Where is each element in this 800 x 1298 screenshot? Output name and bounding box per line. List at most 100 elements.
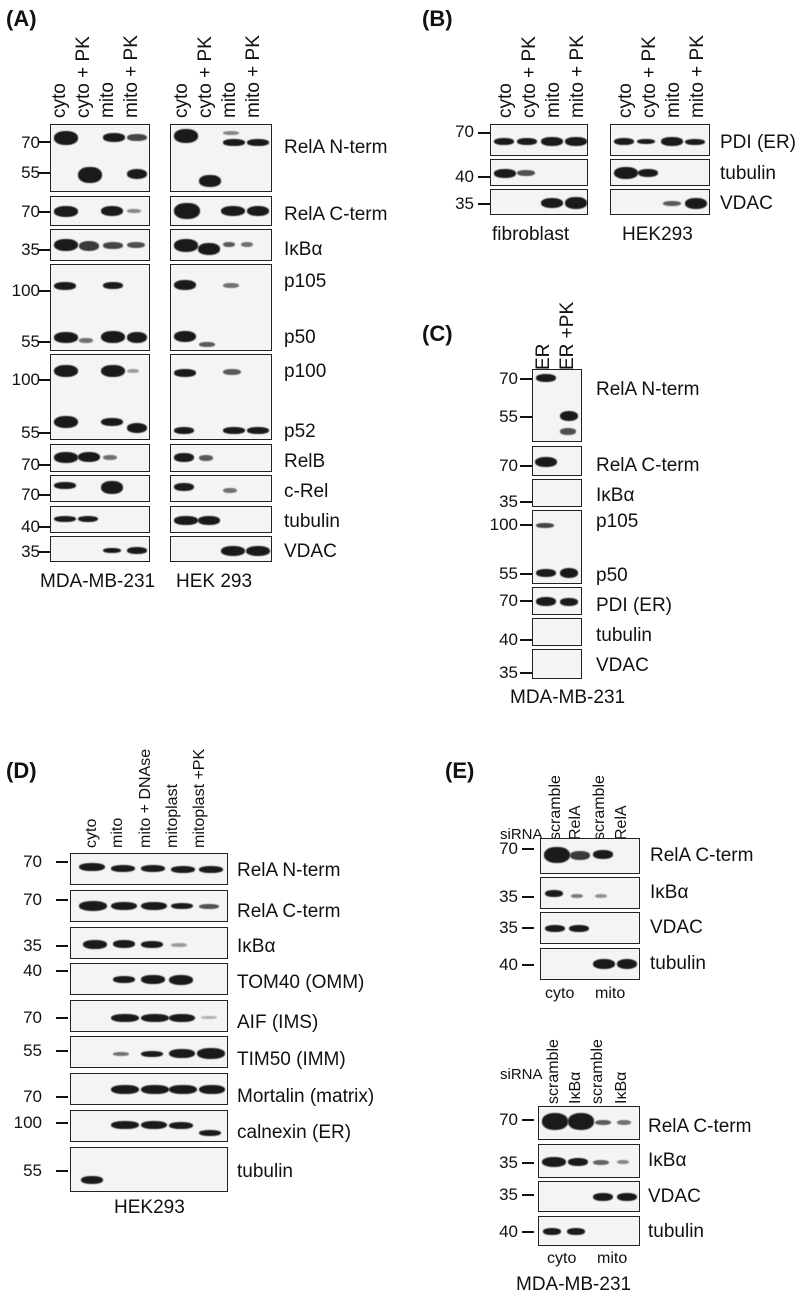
blot bbox=[540, 838, 640, 874]
panel-a-lane-label: mito + PK bbox=[121, 35, 142, 118]
panel-e-lane-label: scramble bbox=[547, 775, 564, 840]
mw-marker: 55 bbox=[499, 564, 518, 583]
blot bbox=[170, 354, 272, 440]
blot bbox=[50, 124, 150, 192]
group-label: cyto bbox=[547, 1250, 577, 1267]
panel-d-lane-label: mito + DNAse bbox=[137, 748, 154, 848]
row-label: RelA N-term bbox=[596, 379, 700, 400]
blot bbox=[50, 196, 150, 226]
mw-marker: 55 bbox=[499, 407, 518, 426]
cell-line-label: HEK293 bbox=[622, 224, 693, 245]
panel-a-lane-label: mito + PK bbox=[243, 35, 264, 118]
row-label: RelA C-term bbox=[650, 845, 754, 866]
panel-b-lane-label: mito bbox=[543, 82, 564, 118]
blot bbox=[50, 229, 150, 261]
panel-e-lane-label: RelA bbox=[567, 805, 584, 840]
sirna-label: siRNA bbox=[500, 1066, 543, 1083]
blot bbox=[532, 369, 582, 442]
row-label: VDAC bbox=[596, 655, 649, 676]
mw-marker: 35 bbox=[499, 887, 518, 906]
panel-e-lane-label: scramble bbox=[589, 1039, 606, 1104]
blot bbox=[70, 1110, 228, 1142]
mw-marker: 100 bbox=[11, 281, 40, 300]
mw-marker: 70 bbox=[23, 1087, 42, 1106]
mw-marker: 55 bbox=[23, 1041, 42, 1060]
mw-marker: 40 bbox=[21, 517, 40, 536]
mw-marker: 35 bbox=[499, 663, 518, 682]
panel-d-lane-label: cyto bbox=[83, 818, 100, 848]
panel-a-lane-label: cyto bbox=[49, 83, 70, 118]
mw-marker: 70 bbox=[23, 852, 42, 871]
row-label: PDI (ER) bbox=[596, 595, 672, 616]
row-label: p105 bbox=[284, 271, 327, 292]
panel-c-lane-label: ER bbox=[533, 343, 554, 370]
panel-e-lane-label: IκBα bbox=[567, 1071, 584, 1104]
panel-e-label: (E) bbox=[445, 758, 475, 783]
row-label: IκBα bbox=[648, 1150, 687, 1171]
sirna-label: siRNA bbox=[500, 826, 543, 843]
mw-marker: 35 bbox=[21, 240, 40, 259]
panel-c-label: (C) bbox=[422, 321, 453, 346]
mw-marker: 40 bbox=[499, 1222, 518, 1241]
group-label: cyto bbox=[545, 985, 575, 1002]
mw-marker: 35 bbox=[23, 936, 42, 955]
row-label: RelA C-term bbox=[596, 455, 700, 476]
row-label: TOM40 (OMM) bbox=[237, 972, 365, 993]
row-label: c-Rel bbox=[284, 481, 329, 502]
panel-d-label: (D) bbox=[6, 758, 37, 783]
mw-marker: 70 bbox=[21, 133, 40, 152]
blot bbox=[490, 189, 588, 215]
row-label: p105 bbox=[596, 511, 639, 532]
cell-line-label: fibroblast bbox=[492, 224, 570, 245]
mw-marker: 70 bbox=[21, 485, 40, 504]
mw-marker: 55 bbox=[21, 423, 40, 442]
mw-marker: 55 bbox=[21, 163, 40, 182]
blot bbox=[538, 1181, 640, 1212]
mw-marker: 70 bbox=[455, 122, 474, 141]
blot bbox=[70, 927, 228, 959]
row-label: IκBα bbox=[596, 485, 635, 506]
group-label: mito bbox=[595, 985, 626, 1002]
blot bbox=[70, 853, 228, 885]
mw-marker: 70 bbox=[23, 890, 42, 909]
blot bbox=[490, 124, 588, 156]
mw-marker: 100 bbox=[489, 515, 518, 534]
row-label: RelB bbox=[284, 451, 326, 472]
mw-marker: 100 bbox=[11, 370, 40, 389]
blot bbox=[70, 890, 228, 922]
mw-marker: 70 bbox=[23, 1008, 42, 1027]
blot bbox=[610, 124, 710, 156]
blot bbox=[538, 1106, 640, 1140]
mw-marker: 100 bbox=[13, 1113, 42, 1132]
blot bbox=[170, 196, 272, 226]
blot bbox=[70, 1147, 228, 1192]
panel-a-label: (A) bbox=[6, 6, 37, 31]
blot bbox=[538, 1216, 640, 1246]
panel-b-lane-label: mito + PK bbox=[567, 35, 588, 118]
blot bbox=[50, 264, 150, 351]
blot bbox=[532, 649, 582, 679]
panel-b-lane-label: cyto bbox=[615, 83, 636, 118]
row-label: Mortalin (matrix) bbox=[237, 1086, 375, 1107]
row-label: RelA N-term bbox=[284, 137, 388, 158]
mw-marker: 35 bbox=[455, 194, 474, 213]
mw-marker: 70 bbox=[499, 1110, 518, 1129]
row-label: IκBα bbox=[284, 239, 323, 260]
blot bbox=[70, 1036, 228, 1068]
mw-marker: 40 bbox=[23, 961, 42, 980]
blot bbox=[50, 444, 150, 472]
blot bbox=[170, 475, 272, 502]
panel-d-lane-label: mito bbox=[109, 817, 126, 848]
blot bbox=[538, 1144, 640, 1178]
panel-a-lane-label: cyto + PK bbox=[195, 36, 216, 118]
blot bbox=[540, 948, 640, 980]
panel-d-lane-label: mitoplast bbox=[164, 783, 181, 848]
mw-marker: 35 bbox=[499, 492, 518, 511]
row-label: TIM50 (IMM) bbox=[237, 1049, 346, 1070]
cell-line-label: HEK 293 bbox=[176, 571, 253, 592]
blot bbox=[540, 877, 640, 909]
blot bbox=[70, 963, 228, 995]
blot bbox=[50, 536, 150, 562]
row-label: tubulin bbox=[596, 625, 652, 646]
